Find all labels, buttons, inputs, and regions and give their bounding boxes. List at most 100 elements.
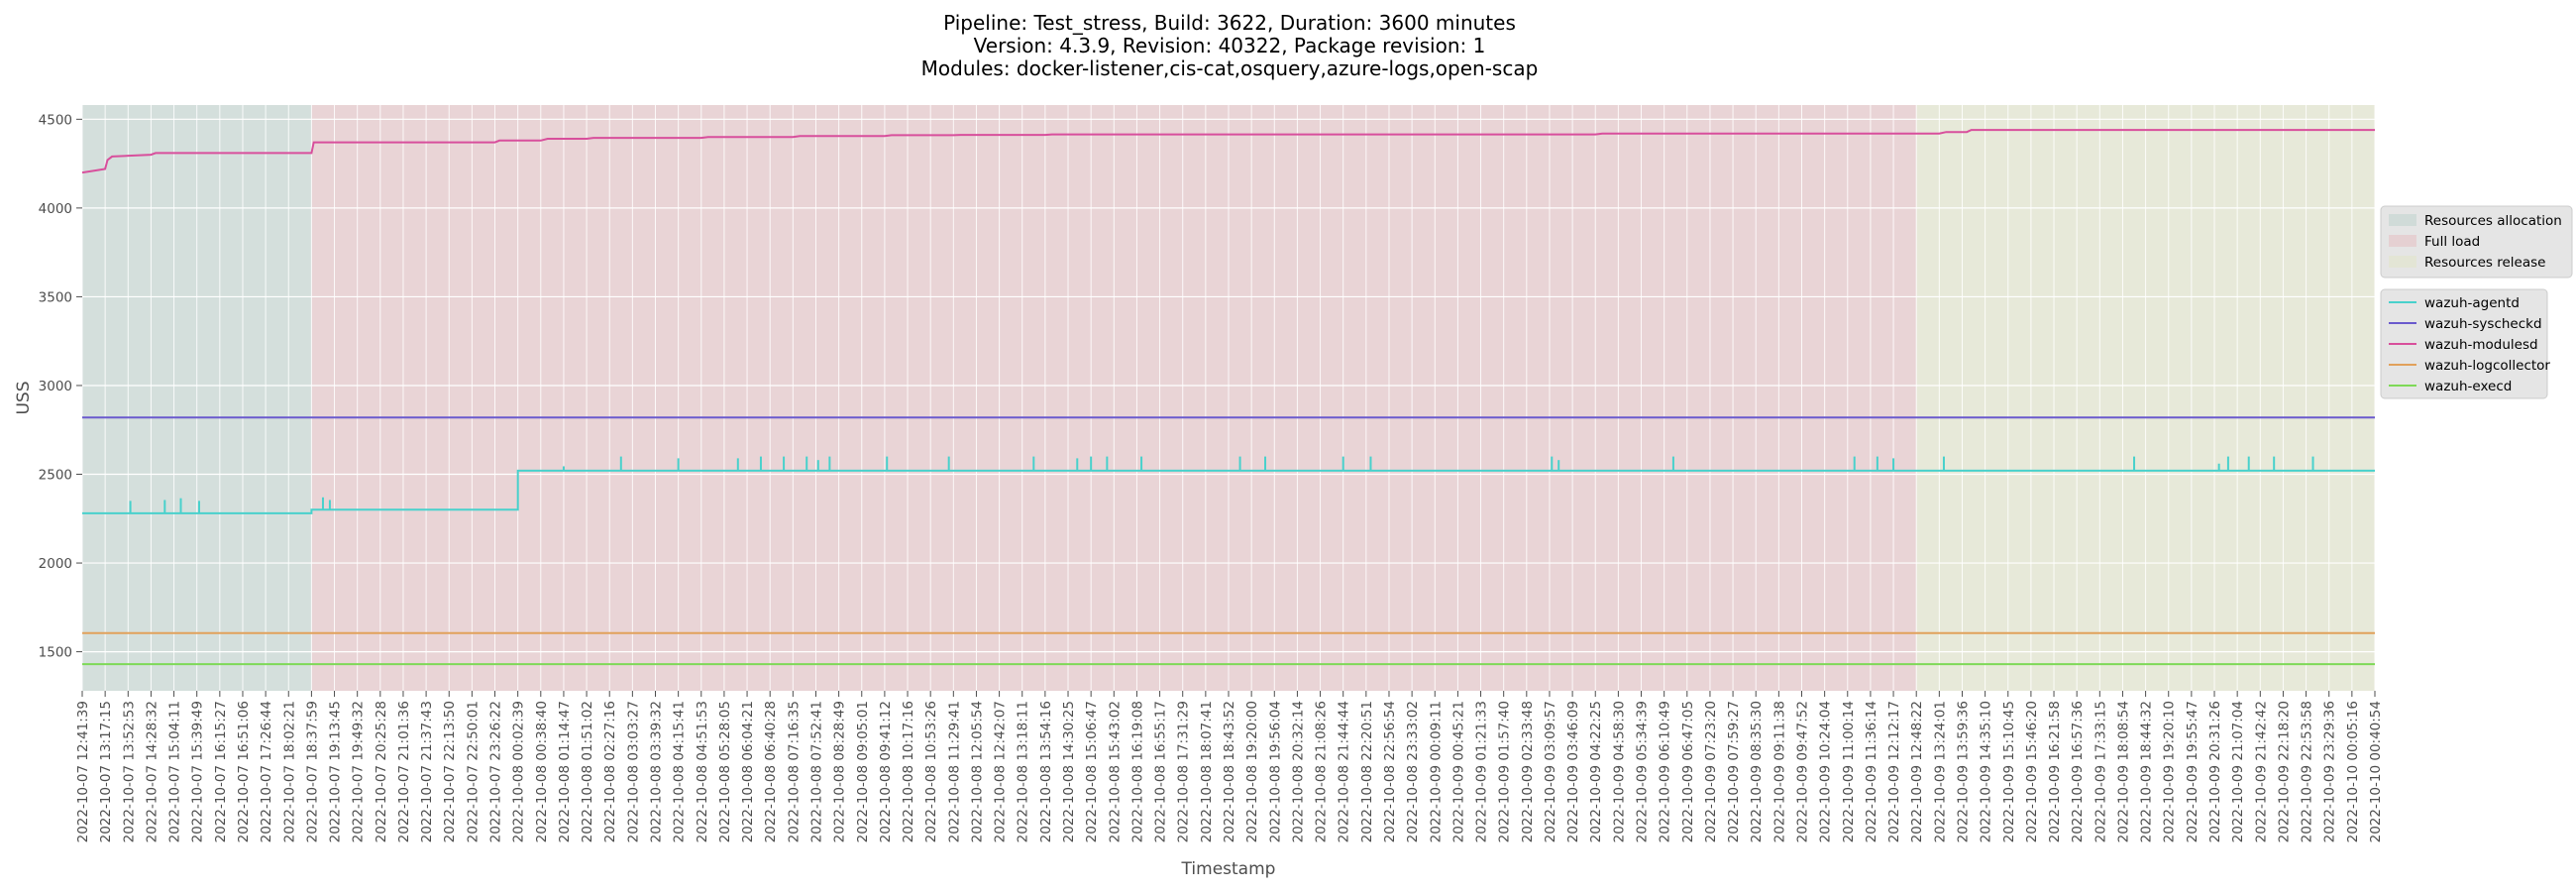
legend-phase-label: Full load	[2424, 234, 2480, 250]
y-tick-label: 2500	[39, 468, 72, 484]
x-tick-label: 2022-10-09 04:58:30	[1611, 701, 1627, 842]
x-tick-label: 2022-10-09 22:18:20	[2276, 701, 2292, 842]
x-tick-label: 2022-10-09 10:24:04	[1818, 701, 1834, 842]
x-tick-label: 2022-10-08 09:41:12	[878, 701, 894, 842]
x-tick-label: 2022-10-09 18:08:54	[2115, 701, 2131, 842]
legend-series-label: wazuh-execd	[2424, 379, 2512, 394]
x-tick-label: 2022-10-07 12:41:39	[75, 701, 91, 842]
x-tick-label: 2022-10-08 15:43:02	[1107, 701, 1123, 842]
x-tick-label: 2022-10-08 05:28:05	[717, 701, 733, 842]
x-tick-label: 2022-10-08 18:07:41	[1199, 701, 1215, 842]
x-tick-label: 2022-10-08 06:04:21	[740, 701, 756, 842]
x-tick-label: 2022-10-09 12:12:17	[1886, 701, 1902, 842]
y-tick-label: 2000	[39, 556, 72, 572]
y-axis: 1500 2000 2500 3000 3500 4000 4500 USS	[14, 112, 82, 661]
x-tick-label: 2022-10-09 05:34:39	[1635, 701, 1651, 842]
x-tick-label: 2022-10-09 04:22:25	[1588, 701, 1604, 842]
x-tick-label: 2022-10-08 04:51:53	[695, 701, 710, 842]
x-tick-label: 2022-10-09 08:35:30	[1749, 701, 1765, 842]
x-tick-label: 2022-10-09 00:09:11	[1428, 701, 1444, 842]
x-tick-label: 2022-10-10 00:05:16	[2345, 701, 2361, 842]
x-tick-label: 2022-10-07 16:51:06	[236, 701, 252, 842]
x-tick-label: 2022-10-08 00:02:39	[511, 701, 527, 842]
y-tick-label: 4000	[39, 201, 72, 217]
x-tick-label: 2022-10-09 11:00:14	[1841, 701, 1857, 842]
legend-phase-swatch	[2389, 214, 2416, 226]
x-axis-label: Timestamp	[1181, 859, 1276, 879]
x-tick-label: 2022-10-07 23:26:22	[488, 701, 504, 842]
x-tick-label: 2022-10-08 01:51:02	[580, 701, 595, 842]
x-tick-label: 2022-10-07 21:37:43	[419, 701, 435, 842]
x-tick-label: 2022-10-08 10:53:26	[923, 701, 939, 842]
x-tick-label: 2022-10-09 22:53:58	[2300, 701, 2315, 842]
chart-title-line: Version: 4.3.9, Revision: 40322, Package…	[974, 34, 1486, 57]
chart-title-line: Modules: docker-listener,cis-cat,osquery…	[921, 56, 1539, 80]
legend-series-label: wazuh-logcollector	[2424, 358, 2550, 374]
x-tick-label: 2022-10-09 19:20:10	[2162, 701, 2178, 842]
x-tick-label: 2022-10-08 11:29:41	[946, 701, 962, 842]
legend-phase-swatch	[2389, 235, 2416, 247]
y-tick-label: 4500	[39, 112, 72, 128]
chart-title-line: Pipeline: Test_stress, Build: 3622, Dura…	[943, 11, 1516, 35]
x-axis: 2022-10-07 12:41:39 2022-10-07 13:17:15 20…	[75, 691, 2384, 879]
x-tick-label: 2022-10-08 23:33:02	[1405, 701, 1421, 842]
x-tick-label: 2022-10-09 09:47:52	[1795, 701, 1811, 842]
x-tick-label: 2022-10-09 14:35:10	[1979, 701, 1994, 842]
x-tick-label: 2022-10-08 14:30:25	[1061, 701, 1077, 842]
x-tick-label: 2022-10-08 16:55:17	[1153, 701, 1169, 842]
x-tick-label: 2022-10-09 18:44:32	[2139, 701, 2155, 842]
x-tick-label: 2022-10-09 21:07:04	[2230, 701, 2246, 842]
x-tick-label: 2022-10-09 03:46:09	[1565, 701, 1581, 842]
x-tick-label: 2022-10-09 01:21:33	[1474, 701, 1490, 842]
x-tick-label: 2022-10-08 07:16:35	[786, 701, 802, 842]
x-tick-label: 2022-10-08 07:52:41	[808, 701, 824, 842]
x-tick-label: 2022-10-08 22:56:54	[1382, 701, 1398, 842]
x-tick-label: 2022-10-08 04:15:41	[672, 701, 688, 842]
x-tick-label: 2022-10-08 17:31:29	[1176, 701, 1192, 842]
x-tick-label: 2022-10-08 12:42:07	[993, 701, 1009, 842]
x-tick-label: 2022-10-08 21:08:26	[1314, 701, 1330, 842]
x-tick-label: 2022-10-07 18:02:21	[281, 701, 297, 842]
x-tick-label: 2022-10-09 13:24:01	[1932, 701, 1948, 842]
plot-area	[81, 105, 2376, 691]
series-line-wazuh-modulesd	[81, 129, 2375, 174]
legend-series: wazuh-agentd wazuh-syscheckd wazuh-modules…	[2380, 288, 2550, 399]
x-tick-label: 2022-10-08 06:40:28	[763, 701, 779, 842]
x-tick-label: 2022-10-09 09:11:38	[1771, 701, 1787, 842]
legend-series-box	[2380, 288, 2548, 399]
x-tick-label: 2022-10-09 15:46:20	[2024, 701, 2040, 842]
legend-series-label: wazuh-syscheckd	[2424, 316, 2542, 332]
y-tick-label: 3500	[39, 289, 72, 305]
series-line-wazuh-agentd	[82, 469, 2375, 514]
x-tick-label: 2022-10-09 15:10:45	[2001, 701, 2017, 842]
x-tick-label: 2022-10-09 13:59:36	[1955, 701, 1971, 842]
legend-phase-label: Resources allocation	[2424, 213, 2562, 229]
x-tick-label: 2022-10-09 19:55:47	[2185, 701, 2200, 842]
x-tick-label: 2022-10-09 16:21:58	[2047, 701, 2063, 842]
legend-phases-box	[2380, 205, 2573, 279]
x-tick-label: 2022-10-08 21:44:44	[1337, 701, 1352, 842]
x-tick-label: 2022-10-07 14:28:32	[144, 701, 160, 842]
x-tick-label: 2022-10-07 22:50:01	[465, 701, 481, 842]
legend-series-label: wazuh-modulesd	[2424, 337, 2538, 353]
x-tick-label: 2022-10-09 07:23:20	[1703, 701, 1719, 842]
x-tick-label: 2022-10-07 16:15:27	[213, 701, 229, 842]
x-tick-label: 2022-10-09 01:57:40	[1497, 701, 1513, 842]
x-tick-label: 2022-10-08 19:20:00	[1244, 701, 1260, 842]
x-tick-label: 2022-10-10 00:40:54	[2368, 701, 2384, 842]
x-tick-label: 2022-10-08 03:03:27	[625, 701, 641, 842]
x-tick-label: 2022-10-08 16:19:08	[1129, 701, 1145, 842]
x-tick-label: 2022-10-08 02:27:16	[602, 701, 618, 842]
x-tick-label: 2022-10-07 15:39:49	[190, 701, 206, 842]
x-tick-label: 2022-10-07 13:52:53	[121, 701, 137, 842]
x-tick-label: 2022-10-09 02:33:48	[1520, 701, 1536, 842]
y-tick-label: 1500	[39, 645, 72, 661]
x-tick-label: 2022-10-09 21:42:42	[2253, 701, 2269, 842]
legend-phases: Resources allocation Full load Resources r…	[2380, 205, 2573, 279]
x-tick-label: 2022-10-09 11:36:14	[1864, 701, 1879, 842]
x-tick-label: 2022-10-09 12:48:22	[1909, 701, 1925, 842]
x-tick-label: 2022-10-07 22:13:50	[442, 701, 458, 842]
legend-series-label: wazuh-agentd	[2424, 295, 2520, 311]
x-tick-label: 2022-10-07 19:49:32	[351, 701, 367, 842]
x-tick-label: 2022-10-07 18:37:59	[304, 701, 320, 842]
